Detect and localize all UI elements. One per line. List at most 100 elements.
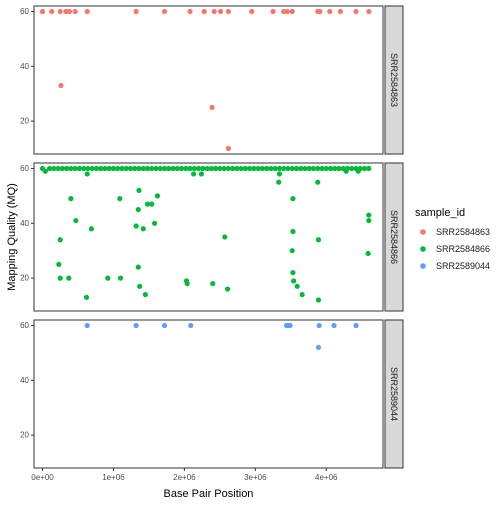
data-point [84,8,90,15]
data-point [221,165,227,172]
data-point [208,165,214,172]
data-point [187,165,193,172]
data-point [153,165,159,172]
data-point [132,165,138,172]
data-point [133,8,139,15]
data-point [276,165,283,172]
data-point [317,8,323,15]
data-point [84,322,90,329]
data-point [242,165,248,172]
data-point [315,165,321,172]
data-point [225,8,231,15]
facet-strip [384,5,404,155]
y-tick-label: 60 [20,164,29,173]
data-point [285,165,291,172]
data-point [276,179,282,185]
data-point [302,165,308,172]
data-point [210,280,216,287]
data-point [211,8,217,15]
x-tick-label: 4e+06 [315,473,338,482]
data-point [57,237,63,243]
data-point [81,165,87,172]
data-point [161,8,168,15]
data-point [72,8,78,15]
data-point [289,8,295,15]
data-point [117,275,124,281]
data-point [353,8,359,15]
legend-key [420,263,426,269]
data-point [64,165,70,172]
panel-border [33,5,384,155]
facet-strip-label: SRR2584863 [389,53,399,107]
data-point [287,322,293,329]
y-tick-label: 20 [20,274,29,283]
data-point [225,145,231,152]
data-point [195,165,202,172]
data-point [174,165,180,172]
data-point [55,165,61,172]
data-point [66,8,73,15]
data-point [355,168,361,174]
data-point [264,165,270,172]
data-point [135,206,141,213]
data-point [187,8,193,15]
data-point [298,165,304,172]
facet-strip [384,319,404,469]
data-point [299,291,305,298]
y-axis-title: Mapping Quality (MQ) [6,183,18,291]
data-point [270,8,276,15]
data-point [68,196,74,202]
data-point [201,8,207,15]
data-point [184,280,190,287]
data-point [316,322,322,329]
data-point [136,165,142,172]
data-point [133,223,139,229]
data-point [230,165,236,172]
y-tick-label: 20 [20,117,29,126]
data-point [151,220,158,226]
data-point [361,165,368,172]
data-point [157,165,163,172]
y-tick-label: 60 [20,321,29,330]
data-point [225,286,231,292]
data-point [337,8,344,15]
data-point [188,322,194,329]
data-point [332,165,338,172]
x-tick-label: 3e+06 [244,473,267,482]
data-point [137,283,143,289]
data-point [276,171,283,177]
data-point [98,165,104,172]
data-point [57,275,63,281]
data-point [225,165,231,172]
data-point [89,165,95,172]
data-point [68,165,74,172]
data-point [110,165,117,172]
data-point [365,250,371,257]
data-point [85,165,91,172]
data-point [178,165,185,172]
data-point [290,228,296,235]
data-point [161,322,168,329]
y-tick-label: 40 [20,376,29,385]
legend-key [420,246,426,252]
data-point [222,234,228,240]
data-point [105,275,111,281]
data-point [294,283,300,289]
data-point [366,8,372,15]
facet-strip [384,162,404,312]
data-point [161,165,168,172]
data-point [366,217,372,224]
data-point [331,322,337,329]
data-point [57,8,63,15]
data-point [343,168,349,174]
data-point [115,165,121,172]
data-point [204,165,210,172]
data-point [323,165,329,172]
facet-strip-label: SRR2584866 [389,210,399,264]
data-point [366,212,372,218]
legend-label: SRR2584866 [436,244,490,254]
data-point [42,168,48,174]
data-point [366,165,372,172]
data-point [170,165,176,172]
data-point [93,165,100,172]
